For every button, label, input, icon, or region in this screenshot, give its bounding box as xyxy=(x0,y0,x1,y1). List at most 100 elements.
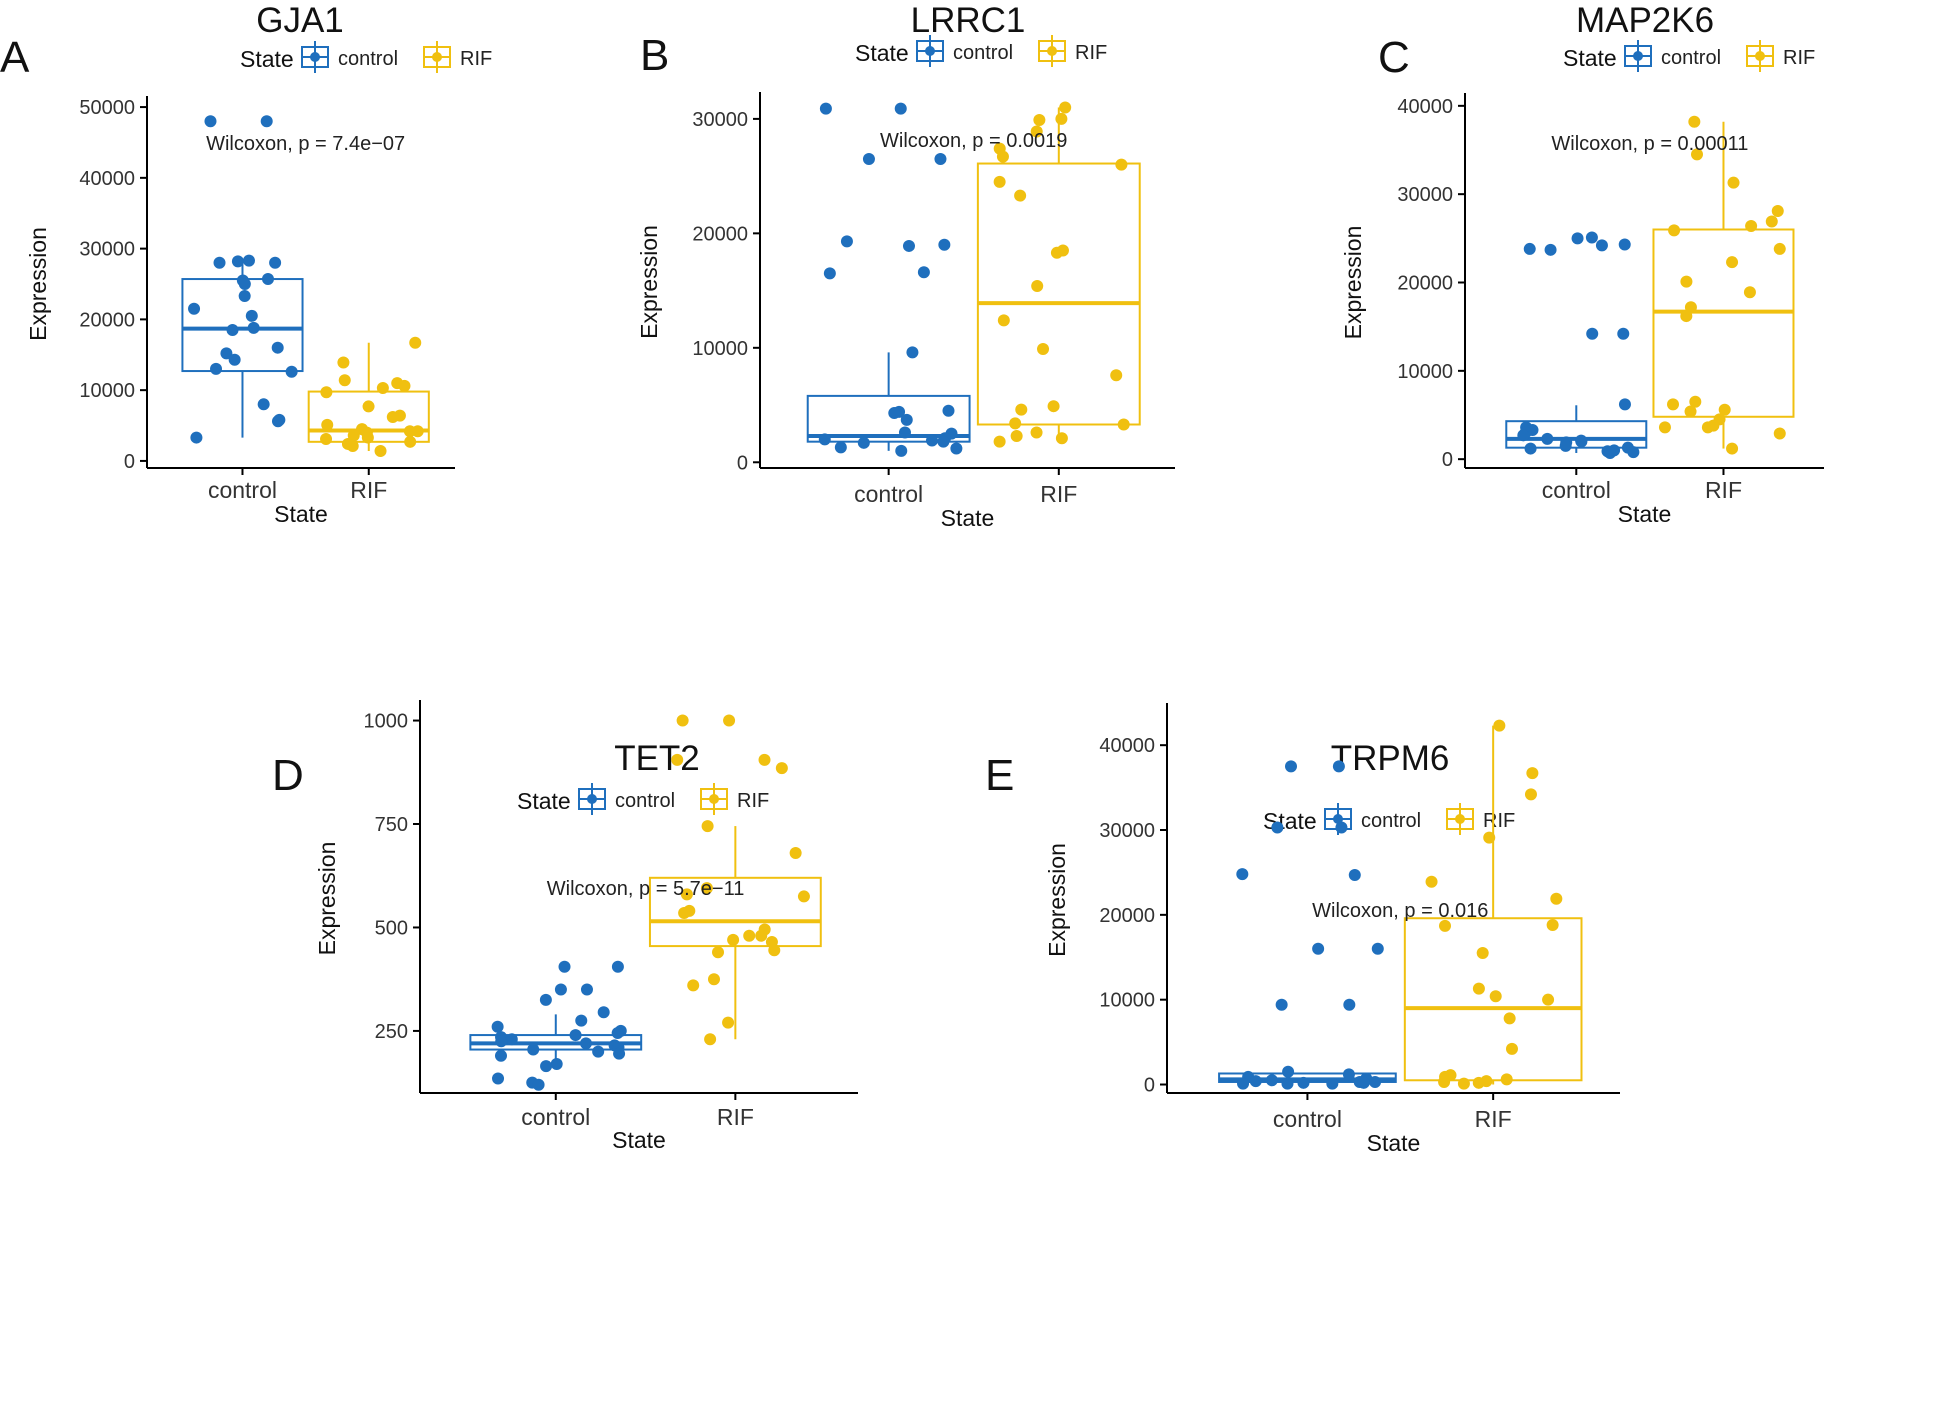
legend-label-control: control xyxy=(615,790,675,812)
data-point-control xyxy=(495,1035,508,1048)
data-point-control xyxy=(271,415,284,428)
data-point-control xyxy=(238,290,251,303)
x-tick-label-rif: RIF xyxy=(1705,477,1742,503)
chart-title: LRRC1 xyxy=(911,1,1026,40)
data-point-rif xyxy=(1658,421,1671,434)
data-point-control xyxy=(554,983,567,996)
y-tick-label: 500 xyxy=(375,917,408,939)
data-point-rif xyxy=(1037,342,1050,355)
data-point-rif xyxy=(1115,158,1128,171)
chart-title: TET2 xyxy=(614,739,700,778)
data-point-control xyxy=(1357,1076,1370,1089)
data-point-rif xyxy=(1047,400,1060,413)
data-point-control xyxy=(558,960,571,973)
data-point-control xyxy=(1575,435,1588,448)
x-tick-label-control: control xyxy=(1542,477,1611,503)
data-point-control xyxy=(613,1047,626,1060)
y-tick-label: 30000 xyxy=(692,109,748,131)
y-tick-label: 10000 xyxy=(1099,990,1155,1012)
data-point-control xyxy=(938,238,951,251)
data-point-control xyxy=(898,426,911,439)
data-point-control xyxy=(1271,821,1284,834)
data-point-rif xyxy=(1524,788,1537,801)
data-point-rif xyxy=(374,445,387,458)
data-point-control xyxy=(1343,998,1356,1011)
data-point-control xyxy=(257,398,270,411)
legend-label-rif: RIF xyxy=(1075,42,1107,64)
data-point-control xyxy=(818,433,831,446)
data-point-control xyxy=(247,321,260,334)
data-point-rif xyxy=(1476,947,1489,960)
data-point-control xyxy=(190,431,203,444)
data-point-rif xyxy=(362,400,375,413)
y-tick-label: 30000 xyxy=(79,239,135,261)
legend-key-control xyxy=(1624,40,1652,72)
y-tick-label: 1000 xyxy=(364,711,409,733)
data-point-rif xyxy=(398,379,411,392)
data-point-control xyxy=(1236,868,1249,881)
data-point-rif xyxy=(722,1016,735,1029)
x-tick-label-control: control xyxy=(854,481,923,507)
box-body xyxy=(976,162,1141,426)
legend-label-rif: RIF xyxy=(1783,47,1815,69)
data-point-control xyxy=(834,441,847,454)
data-point-rif xyxy=(1668,224,1681,237)
data-point-rif xyxy=(993,175,1006,188)
y-tick-label: 20000 xyxy=(1397,273,1453,295)
data-point-control xyxy=(494,1049,507,1062)
data-point-rif xyxy=(1030,125,1043,138)
data-point-control xyxy=(597,1006,610,1019)
data-point-control xyxy=(532,1078,545,1091)
pvalue-annotation: Wilcoxon, p = 0.016 xyxy=(1312,900,1488,922)
legend-label-rif: RIF xyxy=(1483,810,1515,832)
data-point-control xyxy=(231,255,244,268)
data-point-control xyxy=(857,436,870,449)
data-point-rif xyxy=(671,753,684,766)
legend-key-rif xyxy=(1038,35,1066,67)
data-point-rif xyxy=(678,906,691,919)
legend-key-control xyxy=(301,41,329,73)
data-point-rif xyxy=(1726,256,1739,269)
y-tick-label: 0 xyxy=(1442,449,1453,471)
data-point-rif xyxy=(404,435,417,448)
data-point-control xyxy=(492,1072,505,1085)
data-point-control xyxy=(1265,1074,1278,1087)
data-point-rif xyxy=(758,753,771,766)
legend-key-control xyxy=(578,783,606,815)
y-tick-label: 0 xyxy=(124,451,135,473)
data-point-rif xyxy=(1010,429,1023,442)
data-point-control xyxy=(1627,446,1640,459)
chart-title: MAP2K6 xyxy=(1576,1,1714,40)
data-point-rif xyxy=(361,431,374,444)
legend-title: State xyxy=(1263,808,1317,834)
data-point-control xyxy=(592,1045,605,1058)
y-axis-title: Expression xyxy=(25,227,51,341)
box-rif xyxy=(1403,725,1583,1085)
data-point-rif xyxy=(997,314,1010,327)
data-point-rif xyxy=(1055,112,1068,125)
data-point-rif xyxy=(1030,426,1043,439)
box-body xyxy=(1403,917,1583,1082)
box-body xyxy=(806,394,971,443)
data-point-control xyxy=(937,435,950,448)
data-point-control xyxy=(942,404,955,417)
y-axis-title: Expression xyxy=(636,225,662,339)
data-point-rif xyxy=(1688,115,1701,128)
data-point-control xyxy=(220,347,233,360)
data-point-rif xyxy=(1684,405,1697,418)
data-point-rif xyxy=(347,429,360,442)
data-point-control xyxy=(580,983,593,996)
data-point-rif xyxy=(1489,990,1502,1003)
pvalue-annotation: Wilcoxon, p = 5.7e−11 xyxy=(547,878,745,900)
panel-letter: E xyxy=(985,751,1014,800)
data-point-control xyxy=(540,1060,553,1073)
data-point-control xyxy=(539,993,552,1006)
data-point-control xyxy=(579,1037,592,1050)
data-point-rif xyxy=(996,150,1009,163)
data-point-rif xyxy=(346,440,359,453)
legend-key-rif xyxy=(1746,40,1774,72)
x-axis-title: State xyxy=(1618,501,1672,527)
panel-c: C MAP2K6 State control RIF 0 10000 20000 30000 40… xyxy=(1340,1,1824,527)
data-point-control xyxy=(550,1058,563,1071)
